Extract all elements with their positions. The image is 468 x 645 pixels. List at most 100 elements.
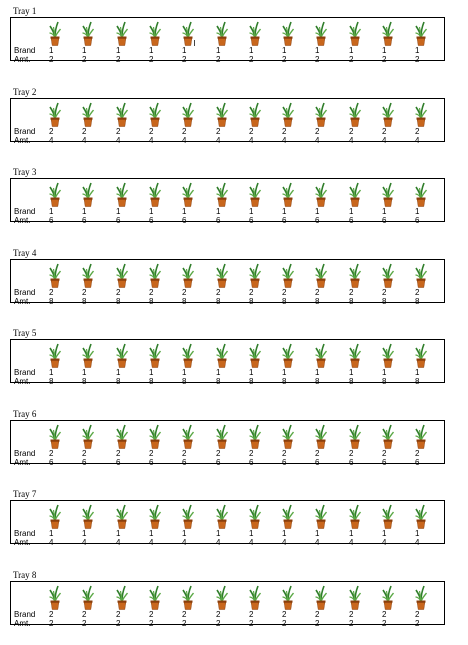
potted-plant-icon — [49, 102, 62, 127]
brand-value: 2 — [149, 610, 154, 619]
brand-value: 2 — [249, 610, 254, 619]
potted-plant-icon — [315, 343, 328, 368]
potted-plant-icon — [382, 102, 395, 127]
tray-box: Brand Amt. 1 8 1 8 1 8 1 8 1 8 1 8 1 8 1 8 1 8 1 8 1 8 1 8 — [10, 339, 445, 386]
brand-value: 1 — [349, 46, 354, 55]
potted-plant-icon — [415, 343, 428, 368]
brand-value: 1 — [49, 46, 54, 55]
potted-plant-icon — [149, 182, 162, 207]
amount-value: 4 — [82, 136, 87, 145]
brand-value: 1 — [216, 368, 221, 377]
amount-value: 6 — [182, 458, 187, 467]
amount-value: 6 — [315, 216, 320, 225]
potted-plant-icon — [282, 424, 295, 449]
potted-plant-icon — [415, 504, 428, 529]
brand-value: 2 — [116, 288, 121, 297]
amount-value: 6 — [315, 458, 320, 467]
amount-value: 6 — [382, 216, 387, 225]
amount-value: 2 — [282, 619, 287, 628]
amount-value: 2 — [216, 619, 221, 628]
stray-mark — [194, 40, 195, 46]
brand-row-label: Brand — [14, 610, 36, 619]
amount-value: 8 — [282, 377, 287, 386]
amount-value: 6 — [415, 216, 420, 225]
amount-value: 6 — [415, 458, 420, 467]
brand-value: 1 — [116, 207, 121, 216]
brand-value: 1 — [116, 46, 121, 55]
brand-value: 1 — [415, 207, 420, 216]
potted-plant-icon — [116, 424, 129, 449]
amount-value: 2 — [249, 619, 254, 628]
brand-value: 2 — [49, 449, 54, 458]
amount-value: 6 — [249, 216, 254, 225]
amount-value: 8 — [382, 377, 387, 386]
brand-value: 1 — [315, 46, 320, 55]
potted-plant-icon — [349, 343, 362, 368]
brand-value: 1 — [249, 207, 254, 216]
brand-value: 2 — [49, 127, 54, 136]
potted-plant-icon — [349, 263, 362, 288]
brand-value: 1 — [349, 207, 354, 216]
brand-value: 1 — [315, 529, 320, 538]
brand-value: 2 — [82, 288, 87, 297]
amount-value: 8 — [49, 377, 54, 386]
potted-plant-icon — [116, 343, 129, 368]
amount-row-label: Amt. — [14, 538, 31, 547]
amount-value: 4 — [282, 538, 287, 547]
potted-plant-icon — [282, 343, 295, 368]
brand-value: 1 — [249, 368, 254, 377]
potted-plant-icon — [182, 504, 195, 529]
amount-value: 4 — [282, 136, 287, 145]
amount-value: 6 — [49, 458, 54, 467]
brand-value: 2 — [49, 610, 54, 619]
brand-value: 2 — [249, 449, 254, 458]
brand-value: 1 — [82, 46, 87, 55]
amount-value: 4 — [382, 538, 387, 547]
potted-plant-icon — [349, 21, 362, 46]
potted-plant-icon — [315, 21, 328, 46]
potted-plant-icon — [149, 21, 162, 46]
amount-value: 2 — [116, 619, 121, 628]
brand-value: 1 — [282, 207, 287, 216]
brand-value: 2 — [315, 449, 320, 458]
brand-value: 2 — [415, 288, 420, 297]
potted-plant-icon — [182, 21, 195, 46]
amount-value: 8 — [349, 297, 354, 306]
potted-plant-icon — [82, 585, 95, 610]
potted-plant-icon — [82, 182, 95, 207]
amount-value: 6 — [82, 216, 87, 225]
brand-row-label: Brand — [14, 529, 36, 538]
tray-title: Tray 6 — [13, 409, 37, 419]
brand-value: 2 — [216, 610, 221, 619]
potted-plant-icon — [149, 504, 162, 529]
brand-value: 2 — [349, 127, 354, 136]
potted-plant-icon — [116, 585, 129, 610]
amount-value: 4 — [49, 538, 54, 547]
brand-row-label: Brand — [14, 207, 36, 216]
potted-plant-icon — [116, 263, 129, 288]
tray-title: Tray 2 — [13, 87, 37, 97]
brand-value: 2 — [182, 288, 187, 297]
amount-value: 6 — [216, 216, 221, 225]
potted-plant-icon — [149, 424, 162, 449]
tray-box: Brand Amt. 2 2 2 2 2 2 2 2 2 2 2 2 2 2 2 2 2 2 2 2 2 2 2 2 — [10, 581, 445, 628]
amount-value: 4 — [216, 136, 221, 145]
brand-value: 2 — [149, 449, 154, 458]
amount-value: 4 — [116, 136, 121, 145]
amount-row-label: Amt. — [14, 458, 31, 467]
potted-plant-icon — [382, 585, 395, 610]
potted-plant-icon — [216, 585, 229, 610]
brand-value: 2 — [82, 610, 87, 619]
brand-value: 2 — [116, 610, 121, 619]
brand-value: 1 — [182, 207, 187, 216]
brand-value: 1 — [216, 46, 221, 55]
potted-plant-icon — [282, 263, 295, 288]
brand-value: 1 — [249, 529, 254, 538]
brand-row-label: Brand — [14, 288, 36, 297]
amount-value: 4 — [315, 136, 320, 145]
amount-value: 2 — [49, 55, 54, 64]
brand-value: 1 — [282, 368, 287, 377]
potted-plant-icon — [415, 585, 428, 610]
brand-value: 2 — [216, 449, 221, 458]
brand-value: 2 — [216, 127, 221, 136]
